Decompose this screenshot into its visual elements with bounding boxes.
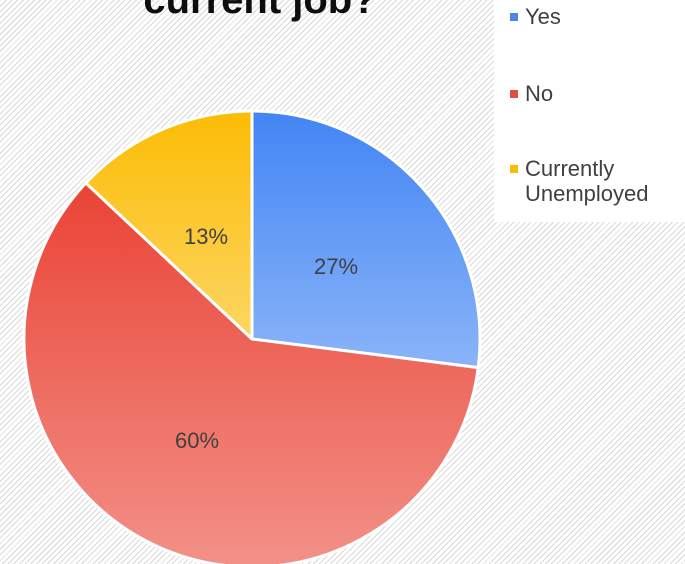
pie-slice-no[interactable] (22, 181, 480, 564)
legend-swatch-no (510, 90, 518, 98)
legend-item-yes[interactable]: Yes (510, 4, 685, 29)
legend-item-unemployed[interactable]: Currently Unemployed (510, 156, 685, 206)
legend-label-unemployed: Currently Unemployed (525, 156, 649, 206)
legend: Yes No Currently Unemployed (494, 0, 685, 222)
slice-label-no: 60% (175, 428, 219, 453)
legend-item-no[interactable]: No (510, 81, 685, 106)
chart-title: current job? (143, 0, 377, 22)
slice-label-yes: 27% (314, 254, 358, 279)
slice-label-currently-unemployed: 13% (184, 224, 228, 249)
legend-label-no: No (525, 81, 554, 106)
legend-swatch-unemployed (510, 165, 518, 173)
pie-slice-yes[interactable] (250, 109, 482, 370)
legend-swatch-yes (510, 13, 518, 21)
pie-slice-currently-unemployed[interactable] (84, 109, 254, 341)
legend-label-yes: Yes (525, 4, 561, 29)
